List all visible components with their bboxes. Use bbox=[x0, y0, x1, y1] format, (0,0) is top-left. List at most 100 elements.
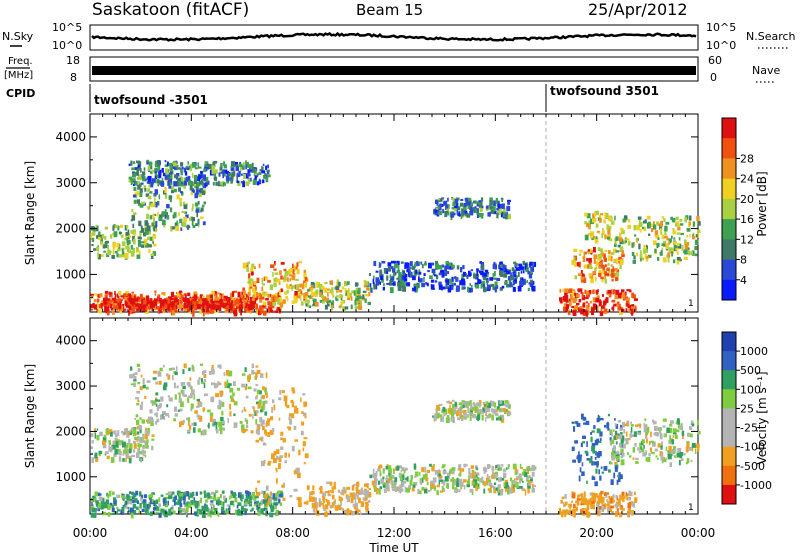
power-cell bbox=[592, 271, 597, 275]
velocity-cell bbox=[281, 484, 285, 488]
velocity-cell bbox=[139, 417, 142, 420]
power-cell bbox=[272, 296, 275, 302]
velocity-cell bbox=[113, 498, 117, 505]
power-cell bbox=[583, 251, 587, 255]
power-cell bbox=[569, 300, 572, 306]
velocity-cell bbox=[664, 434, 666, 438]
velocity-cell bbox=[290, 399, 294, 404]
power-cell bbox=[503, 272, 508, 276]
power-cell bbox=[189, 185, 193, 191]
power-cell bbox=[656, 242, 660, 247]
power-cell bbox=[304, 299, 306, 304]
power-cell bbox=[198, 174, 202, 180]
power-cell bbox=[169, 207, 173, 213]
velocity-cell bbox=[439, 414, 443, 418]
velocity-cell bbox=[162, 411, 164, 414]
velocity-cell bbox=[388, 475, 393, 481]
power-cell bbox=[127, 299, 130, 305]
velocity-cell bbox=[485, 409, 488, 415]
power-colorbar-segment bbox=[722, 259, 736, 281]
power-cell bbox=[167, 179, 171, 183]
velocity-cell bbox=[171, 505, 174, 510]
power-cell bbox=[161, 300, 165, 303]
power-cell bbox=[651, 228, 654, 233]
velocity-cell bbox=[387, 465, 392, 471]
velocity-cell bbox=[562, 502, 565, 508]
velocity-cell bbox=[182, 508, 186, 513]
velocity-cell bbox=[615, 511, 618, 517]
power-cell bbox=[256, 277, 260, 283]
power-cell bbox=[136, 160, 140, 164]
velocity-cell bbox=[609, 508, 612, 513]
velocity-cell bbox=[399, 490, 402, 494]
power-cell bbox=[416, 261, 419, 267]
velocity-cell bbox=[254, 410, 256, 416]
velocity-cell bbox=[149, 409, 153, 414]
power-cell bbox=[622, 218, 626, 223]
power-cell bbox=[601, 233, 603, 239]
velocity-cell bbox=[250, 495, 253, 500]
velocity-cell bbox=[173, 496, 176, 501]
velocity-cell bbox=[165, 505, 169, 508]
velocity-cell bbox=[161, 413, 164, 419]
power-cell bbox=[148, 249, 151, 253]
power-cell bbox=[244, 306, 246, 311]
velocity-cell bbox=[526, 475, 529, 482]
power-cell bbox=[133, 303, 137, 308]
power-cell bbox=[500, 197, 504, 201]
velocity-cell bbox=[240, 505, 244, 511]
velocity-cell bbox=[108, 445, 110, 452]
velocity-cell bbox=[442, 464, 446, 468]
velocity-cell bbox=[258, 437, 262, 441]
power-cell bbox=[294, 266, 298, 270]
velocity-cell bbox=[151, 438, 155, 441]
power-cell bbox=[518, 272, 520, 277]
velocity-cell bbox=[183, 501, 186, 505]
power-cell bbox=[192, 311, 195, 317]
power-cell bbox=[482, 277, 487, 281]
power-cell bbox=[94, 293, 98, 296]
velocity-cell bbox=[417, 488, 420, 494]
velocity-cell bbox=[618, 477, 621, 483]
power-cell bbox=[593, 254, 598, 259]
velocity-cell bbox=[657, 443, 661, 448]
power-cell bbox=[305, 303, 308, 307]
velocity-cell bbox=[137, 437, 141, 441]
power-cell bbox=[579, 249, 583, 253]
velocity-cell bbox=[586, 508, 589, 513]
velocity-cell bbox=[220, 506, 225, 511]
velocity-cell bbox=[615, 454, 618, 458]
velocity-cell bbox=[454, 489, 458, 493]
power-cell bbox=[108, 249, 111, 256]
power-cell bbox=[585, 310, 589, 317]
velocity-cell bbox=[250, 501, 253, 504]
velocity-cell bbox=[303, 437, 308, 440]
power-cell bbox=[478, 202, 483, 208]
velocity-cell bbox=[375, 489, 378, 495]
velocity-cell bbox=[137, 368, 141, 372]
velocity-cell bbox=[267, 418, 271, 423]
velocity-cell bbox=[168, 415, 170, 418]
velocity-cell bbox=[674, 448, 677, 453]
velocity-cell bbox=[125, 501, 128, 505]
velocity-cell bbox=[530, 478, 533, 481]
power-cell bbox=[248, 283, 252, 287]
power-cell bbox=[583, 277, 587, 283]
velocity-cell bbox=[233, 422, 238, 428]
velocity-cell bbox=[672, 451, 676, 454]
velocity-cell bbox=[150, 400, 153, 404]
velocity-cell bbox=[584, 450, 588, 454]
velocity-cell bbox=[626, 496, 629, 501]
power-cell bbox=[594, 267, 597, 272]
velocity-cell bbox=[294, 405, 297, 409]
velocity-cell bbox=[212, 418, 216, 425]
velocity-cell bbox=[671, 439, 675, 445]
power-cell bbox=[602, 228, 604, 233]
power-cell bbox=[132, 212, 137, 215]
power-cell bbox=[496, 277, 501, 281]
velocity-cell bbox=[136, 500, 139, 504]
velocity-cell bbox=[220, 401, 223, 407]
power-cell bbox=[445, 204, 448, 210]
power-cell bbox=[101, 300, 103, 304]
power-cell bbox=[267, 306, 272, 312]
